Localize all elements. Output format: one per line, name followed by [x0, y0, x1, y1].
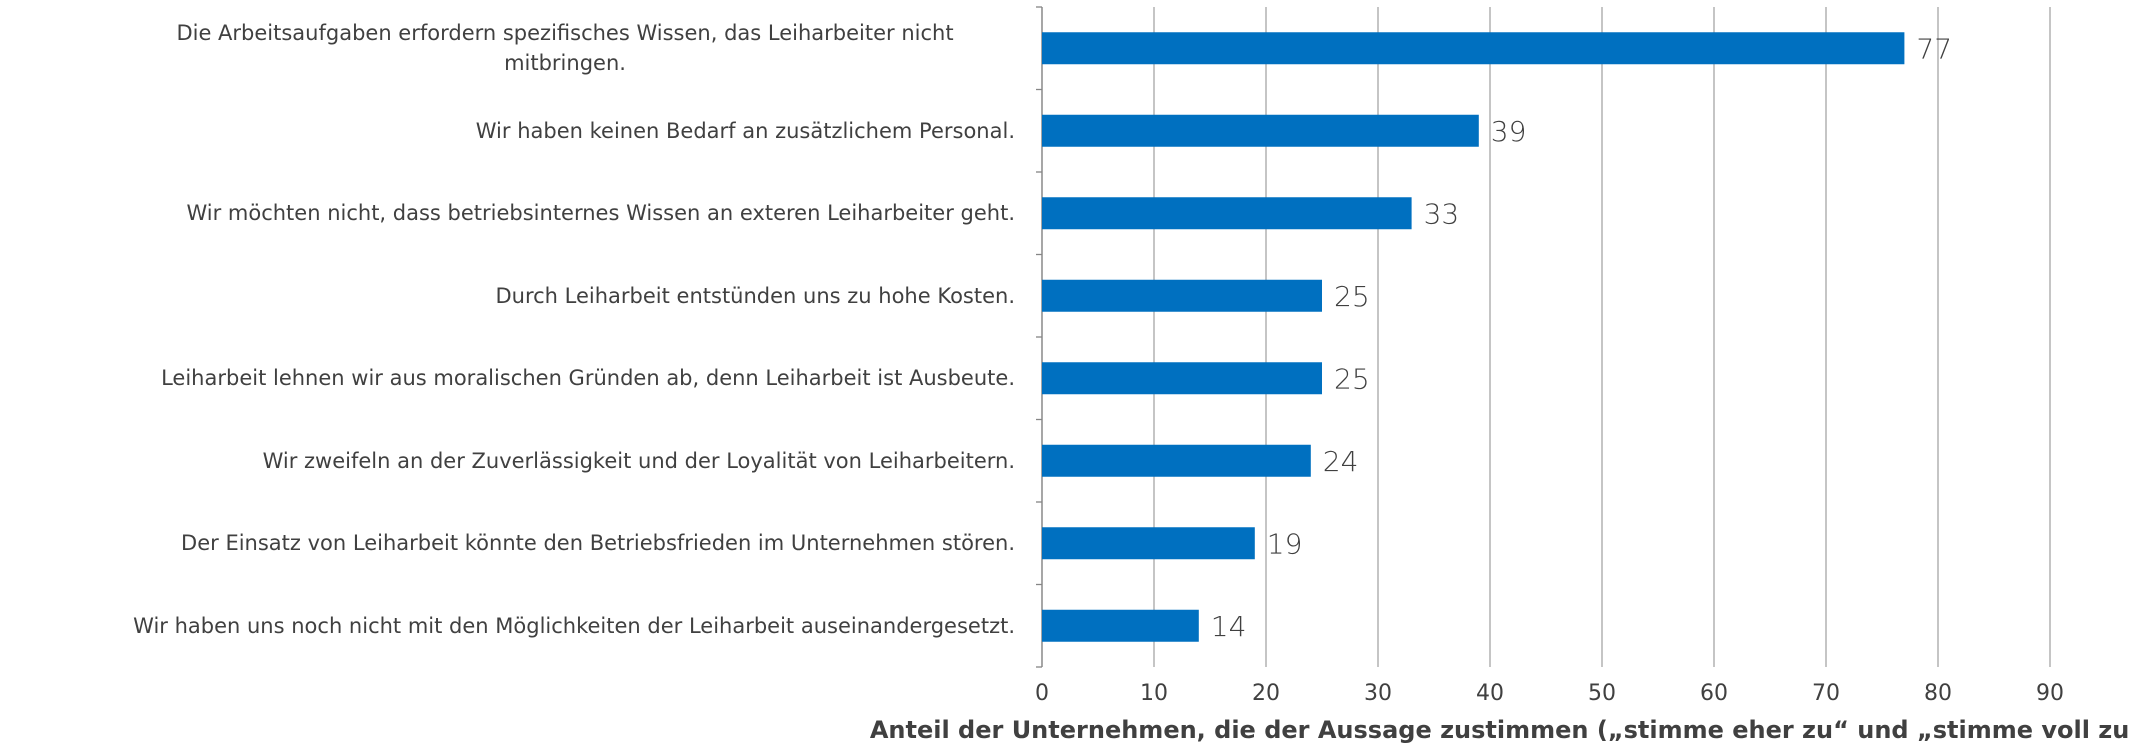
x-tick-label: 80 — [1924, 681, 1952, 706]
x-tick-label: 30 — [1364, 681, 1392, 706]
y-tick-label: Wir haben keinen Bedarf an zusätzlichem … — [475, 118, 1015, 143]
bar — [1042, 609, 1199, 642]
y-tick-label: Die Arbeitsaufgaben erfordern spezifisch… — [176, 21, 954, 76]
category-label-box: Wir haben uns noch nicht mit den Möglich… — [0, 585, 1015, 668]
x-tick-label: 60 — [1700, 681, 1728, 706]
y-tick-label: Wir haben uns noch nicht mit den Möglich… — [133, 613, 1015, 638]
y-tick-label: Der Einsatz von Leiharbeit könnte den Be… — [181, 531, 1015, 556]
value-label: 24 — [1323, 445, 1359, 478]
value-label: 39 — [1491, 115, 1527, 148]
bar — [1042, 114, 1479, 147]
bar — [1042, 444, 1311, 477]
category-label-box: Wir möchten nicht, dass betriebsinternes… — [0, 172, 1015, 255]
value-label: 14 — [1211, 610, 1247, 643]
y-tick-label: Leiharbeit lehnen wir aus moralischen Gr… — [161, 366, 1015, 391]
y-tick-label: Wir möchten nicht, dass betriebsinternes… — [186, 201, 1015, 226]
y-tick-label: Durch Leiharbeit entstünden uns zu hohe … — [495, 283, 1015, 308]
category-label-box: Die Arbeitsaufgaben erfordern spezifisch… — [0, 7, 1015, 90]
x-tick-label: 10 — [1140, 681, 1168, 706]
y-tick-label: Wir zweifeln an der Zuverlässigkeit und … — [262, 448, 1015, 473]
value-label: 25 — [1334, 362, 1370, 395]
x-tick-label: 90 — [2036, 681, 2064, 706]
bar — [1042, 197, 1412, 230]
category-label-box: Der Einsatz von Leiharbeit könnte den Be… — [0, 502, 1015, 585]
category-label-box: Durch Leiharbeit entstünden uns zu hohe … — [0, 255, 1015, 338]
category-label-box: Leiharbeit lehnen wir aus moralischen Gr… — [0, 337, 1015, 420]
value-label: 19 — [1267, 527, 1303, 560]
value-label: 77 — [1916, 32, 1952, 65]
value-label: 33 — [1424, 197, 1460, 230]
bar — [1042, 279, 1322, 312]
x-tick-label: 50 — [1588, 681, 1616, 706]
category-label-box: Wir zweifeln an der Zuverlässigkeit und … — [0, 420, 1015, 503]
value-label: 25 — [1334, 280, 1370, 313]
category-label-box: Wir haben keinen Bedarf an zusätzlichem … — [0, 90, 1015, 173]
bar — [1042, 527, 1255, 560]
bar — [1042, 32, 1905, 65]
x-axis-title: Anteil der Unternehmen, die der Aussage … — [870, 716, 2129, 744]
x-tick-label: 0 — [1035, 681, 1049, 706]
x-tick-label: 20 — [1252, 681, 1280, 706]
bar — [1042, 362, 1322, 395]
x-tick-label: 70 — [1812, 681, 1840, 706]
x-tick-label: 40 — [1476, 681, 1504, 706]
